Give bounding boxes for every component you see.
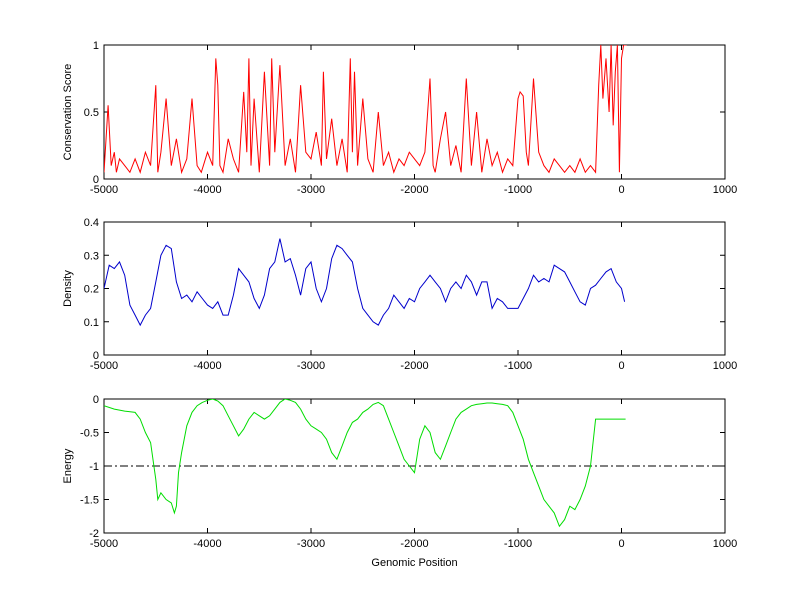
density-panel: -5000 -4000 -3000 -2000 -1000 0 1000 0 0.1 0.2 0.3… bbox=[62, 217, 737, 372]
density-xtick-label: -1000 bbox=[504, 360, 532, 372]
density-xtick-label: -4000 bbox=[193, 360, 221, 372]
energy-xtick-label: 0 bbox=[618, 538, 624, 550]
density-ytick-label: 0.3 bbox=[84, 250, 99, 262]
density-xtick-label: -3000 bbox=[297, 360, 325, 372]
energy-ytick-label: 0 bbox=[93, 394, 99, 406]
energy-xtick-label: -3000 bbox=[297, 538, 325, 550]
conservation-series-line bbox=[104, 45, 627, 175]
density-ytick-label: 0 bbox=[93, 350, 99, 362]
energy-xtick-label: -4000 bbox=[193, 538, 221, 550]
energy-series-line bbox=[104, 399, 626, 528]
density-ytick-label: 0.2 bbox=[84, 284, 99, 296]
conservation-xtick-label: -2000 bbox=[400, 184, 428, 196]
conservation-xtick-label: -5000 bbox=[90, 184, 118, 196]
energy-xtick-label: -1000 bbox=[504, 538, 532, 550]
density-xtick-label: -2000 bbox=[400, 360, 428, 372]
energy-xtick-label: 1000 bbox=[713, 538, 737, 550]
density-ytick-label: 0.1 bbox=[84, 317, 99, 329]
conservation-ytick-label: 0.5 bbox=[84, 107, 99, 119]
energy-ytick-label: -2 bbox=[89, 528, 99, 540]
energy-ytick-label: -0.5 bbox=[80, 428, 99, 440]
conservation-ylabel: Conservation Score bbox=[62, 64, 74, 161]
conservation-xtick-label: 1000 bbox=[713, 184, 737, 196]
density-series-line bbox=[104, 238, 626, 327]
energy-panel: -5000 -4000 -3000 -2000 -1000 0 1000 -2 -1.5 -1 -0… bbox=[62, 394, 737, 569]
energy-ytick-label: -1.5 bbox=[80, 495, 99, 507]
conservation-xtick-label: -4000 bbox=[193, 184, 221, 196]
energy-xtick-label: -5000 bbox=[90, 538, 118, 550]
density-ylabel: Density bbox=[62, 270, 74, 307]
conservation-xtick-label: 0 bbox=[618, 184, 624, 196]
density-xtick-label: -5000 bbox=[90, 360, 118, 372]
energy-ytick-label: -1 bbox=[89, 461, 99, 473]
conservation-panel: -5000 -4000 -3000 -2000 -1000 0 1000 0 0.5 1 Conse… bbox=[62, 40, 737, 196]
density-xtick-label: 0 bbox=[618, 360, 624, 372]
density-xtick-label: 1000 bbox=[713, 360, 737, 372]
conservation-xtick-label: -3000 bbox=[297, 184, 325, 196]
conservation-ytick-label: 1 bbox=[93, 40, 99, 52]
energy-ylabel: Energy bbox=[62, 448, 74, 483]
density-axes-frame bbox=[103, 221, 726, 356]
energy-xlabel: Genomic Position bbox=[371, 557, 457, 569]
energy-xtick-label: -2000 bbox=[400, 538, 428, 550]
density-ytick-label: 0.4 bbox=[84, 217, 99, 229]
conservation-xtick-label: -1000 bbox=[504, 184, 532, 196]
conservation-ytick-label: 0 bbox=[93, 174, 99, 186]
